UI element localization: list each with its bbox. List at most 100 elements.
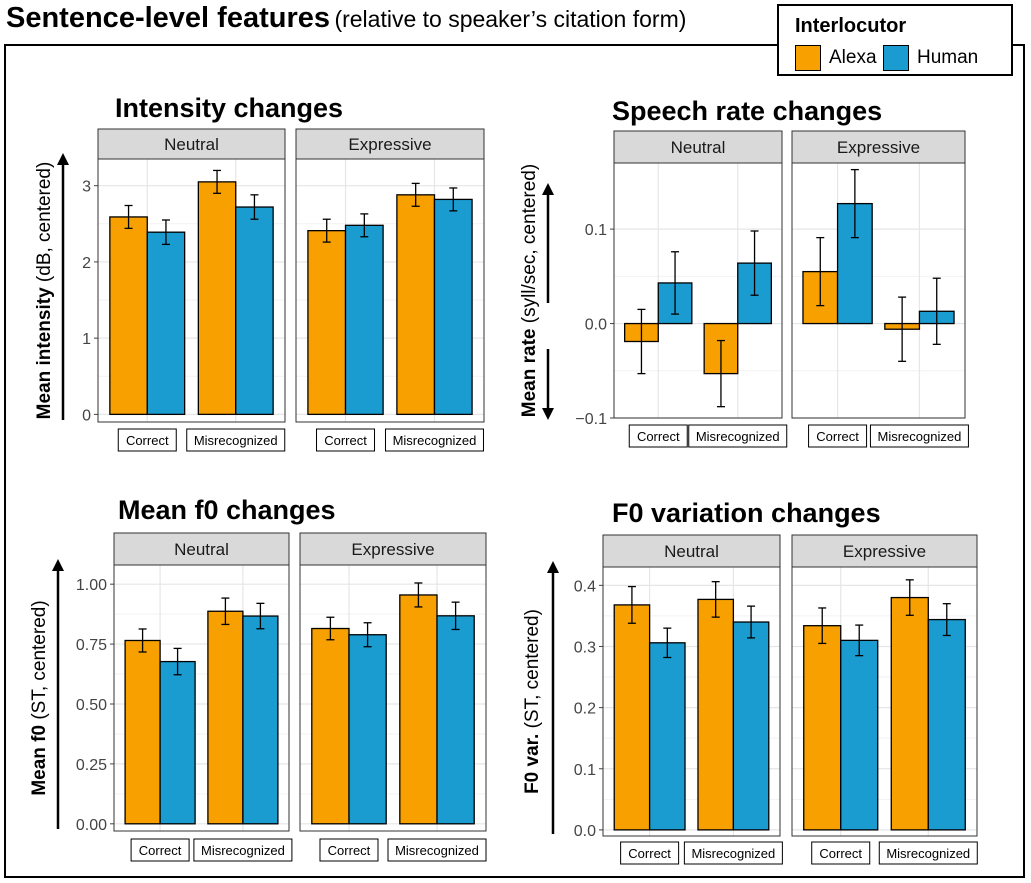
y-axis-arrowhead <box>547 561 559 573</box>
category-label-box <box>869 424 969 448</box>
category-label: Misrecognized <box>395 843 479 858</box>
y-axis-label-units: (ST, centered) <box>522 609 543 734</box>
category-label-box <box>193 838 293 862</box>
bar-human-expressive-correct <box>344 224 384 416</box>
category-label-box <box>130 838 190 862</box>
category-label: Correct <box>637 429 680 444</box>
category-label: Misrecognized <box>878 429 962 444</box>
category-label: Misrecognized <box>696 429 780 444</box>
category-label-box <box>186 428 286 452</box>
bar-human-expressive-misrecognized <box>433 198 473 416</box>
chart-title: Speech rate changes <box>612 96 882 126</box>
bar-alexa-neutral-correct <box>124 639 161 825</box>
facet-strip <box>602 534 781 568</box>
bar-alexa-expressive-misrecognized <box>399 594 438 825</box>
y-axis-label-units: (ST, centered) <box>29 600 50 725</box>
facet-panel-border <box>113 564 290 832</box>
bar-human-expressive-correct <box>840 639 879 831</box>
bar-alexa-expressive-misrecognized <box>890 596 929 831</box>
facet-strip <box>613 130 783 164</box>
category-label-box <box>316 428 376 452</box>
chart-title: Mean f0 changes <box>118 495 336 525</box>
y-axis-arrowhead-up <box>542 183 554 195</box>
figure-title-main: Sentence-level features <box>6 2 330 34</box>
legend-item-alexa: Alexa <box>795 45 877 71</box>
legend-swatch-human <box>883 45 909 71</box>
category-label: Correct <box>324 433 367 448</box>
legend-label-human: Human <box>917 47 979 68</box>
y-tick-label: 0.3 <box>574 639 596 656</box>
legend: Interlocutor Alexa Human <box>777 4 1013 76</box>
y-tick-label: 0.75 <box>76 637 107 654</box>
facet-neutral: Neutral Correct Misrecognized <box>97 128 286 452</box>
category-label: Misrecognized <box>201 843 285 858</box>
bar-human-neutral-correct <box>159 660 196 825</box>
facet-strip-label: Neutral <box>174 540 229 559</box>
facet-panel-border <box>295 158 485 423</box>
y-axis-label-units: (syll/sec, centered) <box>519 164 540 329</box>
category-label: Correct <box>126 433 169 448</box>
y-tick-label: 0.50 <box>76 697 107 714</box>
y-tick-label: 0.2 <box>574 701 596 718</box>
y-tick-label: 3 <box>82 179 91 196</box>
category-label-box <box>117 428 177 452</box>
chart-2: Speech rate changes Mean rate (syll/sec, … <box>519 96 969 448</box>
facet-expressive: Expressive Correct Misrecognized <box>791 130 969 448</box>
category-label-box <box>808 424 868 448</box>
y-tick-label: 2 <box>82 255 91 272</box>
bar-human-neutral-correct <box>146 231 186 416</box>
facet-strip <box>791 534 978 568</box>
y-tick-label: 0.0 <box>574 823 596 840</box>
bar-human-neutral-misrecognized <box>732 621 770 831</box>
figure-title: Sentence-level features (relative to spe… <box>6 2 686 35</box>
bar-alexa-neutral-correct <box>613 604 651 831</box>
y-axis-arrowhead <box>52 559 64 571</box>
facet-strip-label: Expressive <box>351 540 434 559</box>
figure-frame <box>4 44 1025 878</box>
y-axis-label-units: (dB, centered) <box>34 162 55 288</box>
bar-human-neutral-misrecognized <box>242 615 279 825</box>
facet-neutral: Neutral Correct Misrecognized <box>613 130 788 448</box>
y-axis-label: Mean rate (syll/sec, centered) <box>519 164 540 417</box>
bar-human-expressive-misrecognized <box>927 618 966 831</box>
category-label-box <box>319 838 379 862</box>
category-label: Correct <box>328 843 371 858</box>
facet-strip-label: Expressive <box>837 138 920 157</box>
chart-1: Intensity changes Mean intensity (dB, cen… <box>34 93 485 452</box>
facet-strip <box>113 532 290 566</box>
bar-alexa-expressive-correct <box>311 627 350 825</box>
facet-strip-label: Neutral <box>664 542 719 561</box>
facet-strip-label: Neutral <box>671 138 726 157</box>
y-axis-label-main: F0 var. <box>522 734 543 794</box>
bar-human-expressive-correct <box>348 634 387 825</box>
bar-alexa-expressive-correct <box>307 230 347 416</box>
y-tick-label: 0.1 <box>585 222 607 239</box>
bar-alexa-neutral-misrecognized <box>207 610 244 825</box>
facet-panel-border <box>613 162 783 419</box>
facet-strip <box>299 532 487 566</box>
chart-title: F0 variation changes <box>612 498 881 528</box>
y-tick-label: 0.25 <box>76 757 107 774</box>
facet-strip <box>295 128 485 160</box>
y-axis-label-main: Mean rate <box>519 329 540 418</box>
category-label: Misrecognized <box>886 846 970 861</box>
facet-strip <box>97 128 286 160</box>
y-axis-label: Mean intensity (dB, centered) <box>34 162 55 420</box>
legend-label-alexa: Alexa <box>829 47 877 68</box>
y-axis-label: F0 var. (ST, centered) <box>522 609 543 794</box>
category-label: Misrecognized <box>194 433 278 448</box>
legend-item-human: Human <box>883 45 978 71</box>
y-tick-label: −0.1 <box>575 411 607 428</box>
facet-expressive: Expressive Correct Misrecognized <box>299 532 487 862</box>
chart-3: Mean f0 changes Mean f0 (ST, centered) 0.0… <box>29 495 487 862</box>
category-label-box <box>878 841 978 865</box>
y-tick-label: 0.0 <box>585 317 607 334</box>
y-tick-label: 1.00 <box>76 577 107 594</box>
y-tick-label: 1 <box>82 331 91 348</box>
bar-alexa-expressive-misrecognized <box>396 194 436 416</box>
category-label-box <box>688 424 788 448</box>
facet-panel-border <box>299 564 487 832</box>
category-label-box <box>387 838 487 862</box>
facet-expressive: Expressive Correct Misrecognized <box>295 128 485 452</box>
